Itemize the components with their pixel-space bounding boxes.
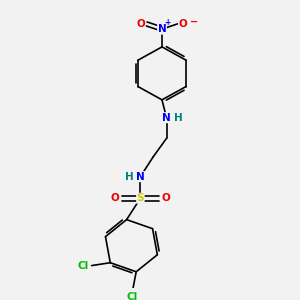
Text: N: N <box>162 113 171 123</box>
Text: S: S <box>137 193 144 203</box>
Text: Cl: Cl <box>78 261 89 271</box>
Text: +: + <box>164 18 170 27</box>
Text: O: O <box>161 193 170 203</box>
Text: −: − <box>190 16 198 27</box>
Text: H: H <box>173 113 182 123</box>
Text: H: H <box>124 172 134 182</box>
Text: N: N <box>158 24 166 34</box>
Text: O: O <box>111 193 120 203</box>
Text: Cl: Cl <box>127 292 138 300</box>
Text: N: N <box>136 172 145 182</box>
Text: O: O <box>178 19 188 29</box>
Text: O: O <box>136 19 146 29</box>
